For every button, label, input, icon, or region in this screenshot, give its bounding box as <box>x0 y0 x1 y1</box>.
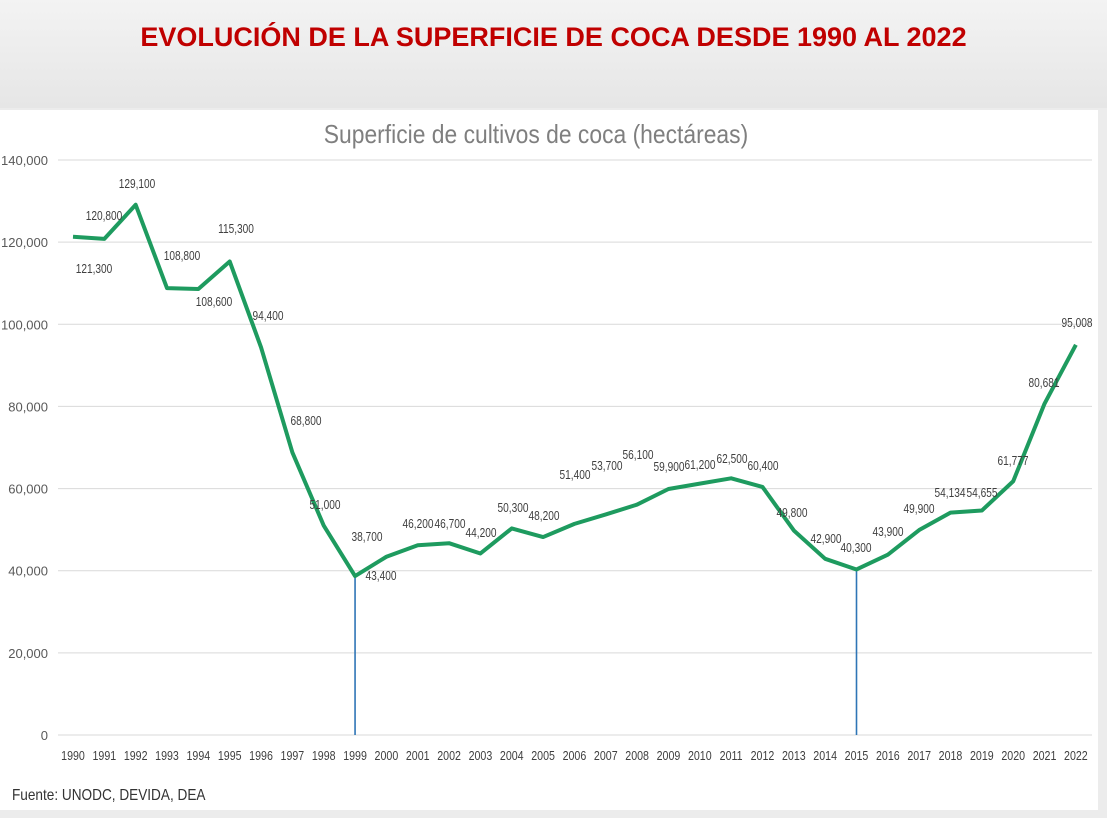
y-tick-label: 120,000 <box>1 235 48 250</box>
x-tick-label: 2015 <box>845 748 869 763</box>
data-label: 46,700 <box>435 517 466 531</box>
x-tick-label: 2004 <box>500 748 524 763</box>
x-tick-label: 2016 <box>876 748 900 763</box>
series-line <box>72 202 1078 579</box>
x-tick-label: 2006 <box>563 748 587 763</box>
y-tick-label: 0 <box>41 728 48 743</box>
y-tick-label: 140,000 <box>1 153 48 168</box>
data-label: 54,655 <box>967 486 998 500</box>
data-label: 51,400 <box>560 468 591 482</box>
data-label: 129,100 <box>119 177 156 191</box>
chart-panel <box>0 110 1098 810</box>
x-tick-label: 2017 <box>907 748 931 763</box>
data-label: 108,600 <box>196 295 233 309</box>
x-tick-label: 2007 <box>594 748 618 763</box>
x-tick-label: 1994 <box>187 748 211 763</box>
x-tick-label: 1999 <box>343 748 367 763</box>
y-tick-label: 40,000 <box>8 564 48 579</box>
x-tick-label: 1995 <box>218 748 242 763</box>
x-tick-label: 1993 <box>155 748 179 763</box>
y-tick-label: 60,000 <box>8 482 48 497</box>
x-tick-label: 2021 <box>1033 748 1057 763</box>
x-tick-label: 1997 <box>281 748 305 763</box>
x-tick-label: 2009 <box>657 748 681 763</box>
chart-title: Superficie de cultivos de coca (hectárea… <box>324 121 748 150</box>
x-tick-label: 2001 <box>406 748 430 763</box>
x-tick-label: 2008 <box>625 748 649 763</box>
data-label: 51,000 <box>310 498 341 512</box>
data-label: 43,900 <box>873 525 904 539</box>
data-label: 53,700 <box>592 459 623 473</box>
data-label: 94,400 <box>253 309 284 323</box>
data-label: 38,700 <box>352 530 383 544</box>
data-label: 50,300 <box>498 501 529 515</box>
data-label: 59,900 <box>654 460 685 474</box>
x-tick-label: 2011 <box>720 748 743 763</box>
y-tick-label: 80,000 <box>8 399 48 414</box>
page-title: EVOLUCIÓN DE LA SUPERFICIE DE COCA DESDE… <box>140 22 967 52</box>
data-label: 61,777 <box>998 454 1029 468</box>
y-tick-label: 100,000 <box>1 317 48 332</box>
data-label: 61,200 <box>685 458 716 472</box>
x-tick-label: 1991 <box>92 748 116 763</box>
data-label: 120,800 <box>86 209 123 223</box>
data-label: 46,200 <box>403 517 434 531</box>
x-tick-label: 1998 <box>312 748 336 763</box>
data-label: 42,900 <box>811 532 842 546</box>
data-label: 56,100 <box>623 448 654 462</box>
x-tick-label: 1996 <box>249 748 273 763</box>
data-label: 80,681 <box>1029 376 1060 390</box>
x-tick-label: 2010 <box>688 748 712 763</box>
x-tick-label: 2002 <box>437 748 461 763</box>
data-label: 108,800 <box>164 249 201 263</box>
data-label: 95,008 <box>1062 316 1093 330</box>
data-label: 60,400 <box>748 459 779 473</box>
x-tick-label: 2022 <box>1064 748 1088 763</box>
y-tick-label: 20,000 <box>8 646 48 661</box>
data-label: 62,500 <box>717 452 748 466</box>
x-tick-label: 2019 <box>970 748 994 763</box>
x-tick-label: 1990 <box>61 748 85 763</box>
source-note: Fuente: UNODC, DEVIDA, DEA <box>12 787 206 804</box>
data-label: 48,200 <box>529 509 560 523</box>
data-label: 49,900 <box>904 502 935 516</box>
data-label: 68,800 <box>291 414 322 428</box>
data-label: 43,400 <box>366 569 397 583</box>
x-tick-label: 2012 <box>751 748 775 763</box>
header-banner <box>0 0 1107 108</box>
x-tick-label: 2014 <box>813 748 837 763</box>
x-tick-label: 2003 <box>469 748 493 763</box>
data-label: 115,300 <box>218 222 254 236</box>
data-label: 49,800 <box>777 506 808 520</box>
data-label: 121,300 <box>76 262 113 276</box>
x-tick-label: 2013 <box>782 748 806 763</box>
x-tick-label: 2000 <box>375 748 399 763</box>
x-tick-label: 1992 <box>124 748 148 763</box>
data-label: 40,300 <box>841 541 872 555</box>
x-tick-label: 2018 <box>939 748 963 763</box>
x-tick-label: 2005 <box>531 748 555 763</box>
x-tick-label: 2020 <box>1001 748 1025 763</box>
data-label: 54,134 <box>935 486 966 500</box>
data-label: 44,200 <box>466 526 497 540</box>
